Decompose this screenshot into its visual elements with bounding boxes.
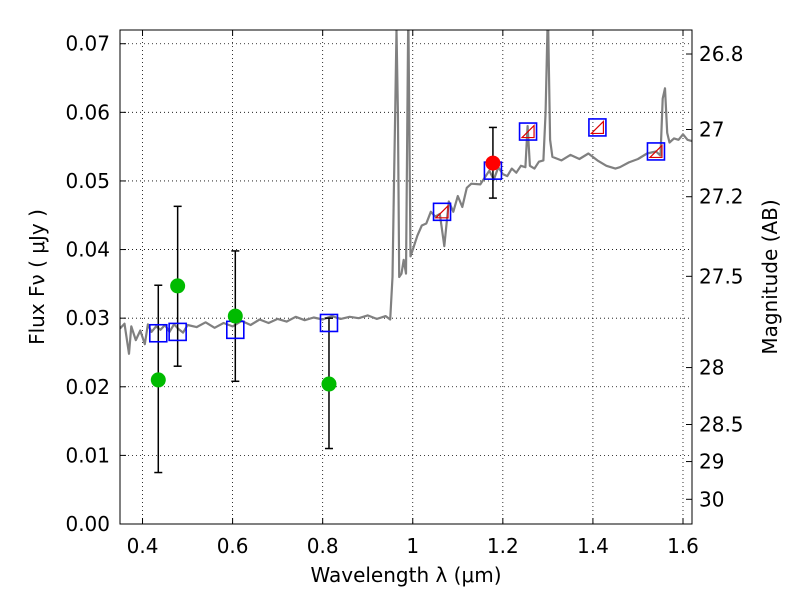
y-tick-label: 0.00 [65,512,110,536]
y-tick-label: 0.04 [65,238,110,262]
spectrum-line [120,30,692,355]
right-tick-label: 27.5 [699,264,744,288]
y-axis-title: Flux Fν ( μJy ) [25,209,49,345]
observed-point-marker [150,372,166,388]
observed-point-marker [227,308,243,324]
limit-triangle-marker [434,204,449,219]
x-tick-label: 0.6 [217,534,249,558]
y-tick-label: 0.05 [65,169,110,193]
model-square-marker [319,313,339,333]
right-tick-label: 27.2 [699,185,744,209]
x-tick-label: 1.2 [487,534,519,558]
model-square-marker [148,323,168,343]
plot-area [120,30,692,524]
y-tick-label: 0.02 [65,375,110,399]
x-tick-label: 0.8 [307,534,339,558]
y-tick-label: 0.03 [65,306,110,330]
model-square-marker [646,142,666,161]
right-tick-label: 30 [699,487,724,511]
limit-triangle-marker [648,143,663,159]
x-tick-label: 1 [406,534,419,558]
ticks: 0.4 0.6 0.8 1 1.2 1.4 1.6 0.00 0.01 0.02 0.03 0.04 0… [65,30,744,558]
y-tick-label: 0.01 [65,443,110,467]
data-layer [120,30,692,355]
x-tick-label: 1.6 [667,534,699,558]
y-tick-label: 0.06 [65,100,110,124]
observed-point-marker [321,376,337,392]
model-square-marker [588,118,607,137]
markers [148,118,666,392]
limit-triangle-marker [520,124,535,139]
y-tick-label: 0.07 [65,32,110,56]
right-axis-title: Magnitude (AB) [758,199,782,354]
limit-triangle-marker [589,119,605,135]
right-tick-label: 27 [699,117,724,141]
x-tick-label: 0.4 [127,534,159,558]
model-square-marker [518,122,538,141]
model-square-marker [168,322,187,342]
right-tick-label: 26.8 [699,42,744,66]
model-square-marker [432,202,452,222]
right-tick-label: 29 [699,450,724,474]
plot-frame [119,29,693,525]
right-tick-label: 28.5 [699,413,744,437]
right-tick-label: 28 [699,356,724,380]
observed-point-marker [170,278,186,294]
x-tick-label: 1.4 [577,534,609,558]
observed-point-marker [485,155,501,171]
x-axis-title: Wavelength λ (μm) [310,563,501,587]
